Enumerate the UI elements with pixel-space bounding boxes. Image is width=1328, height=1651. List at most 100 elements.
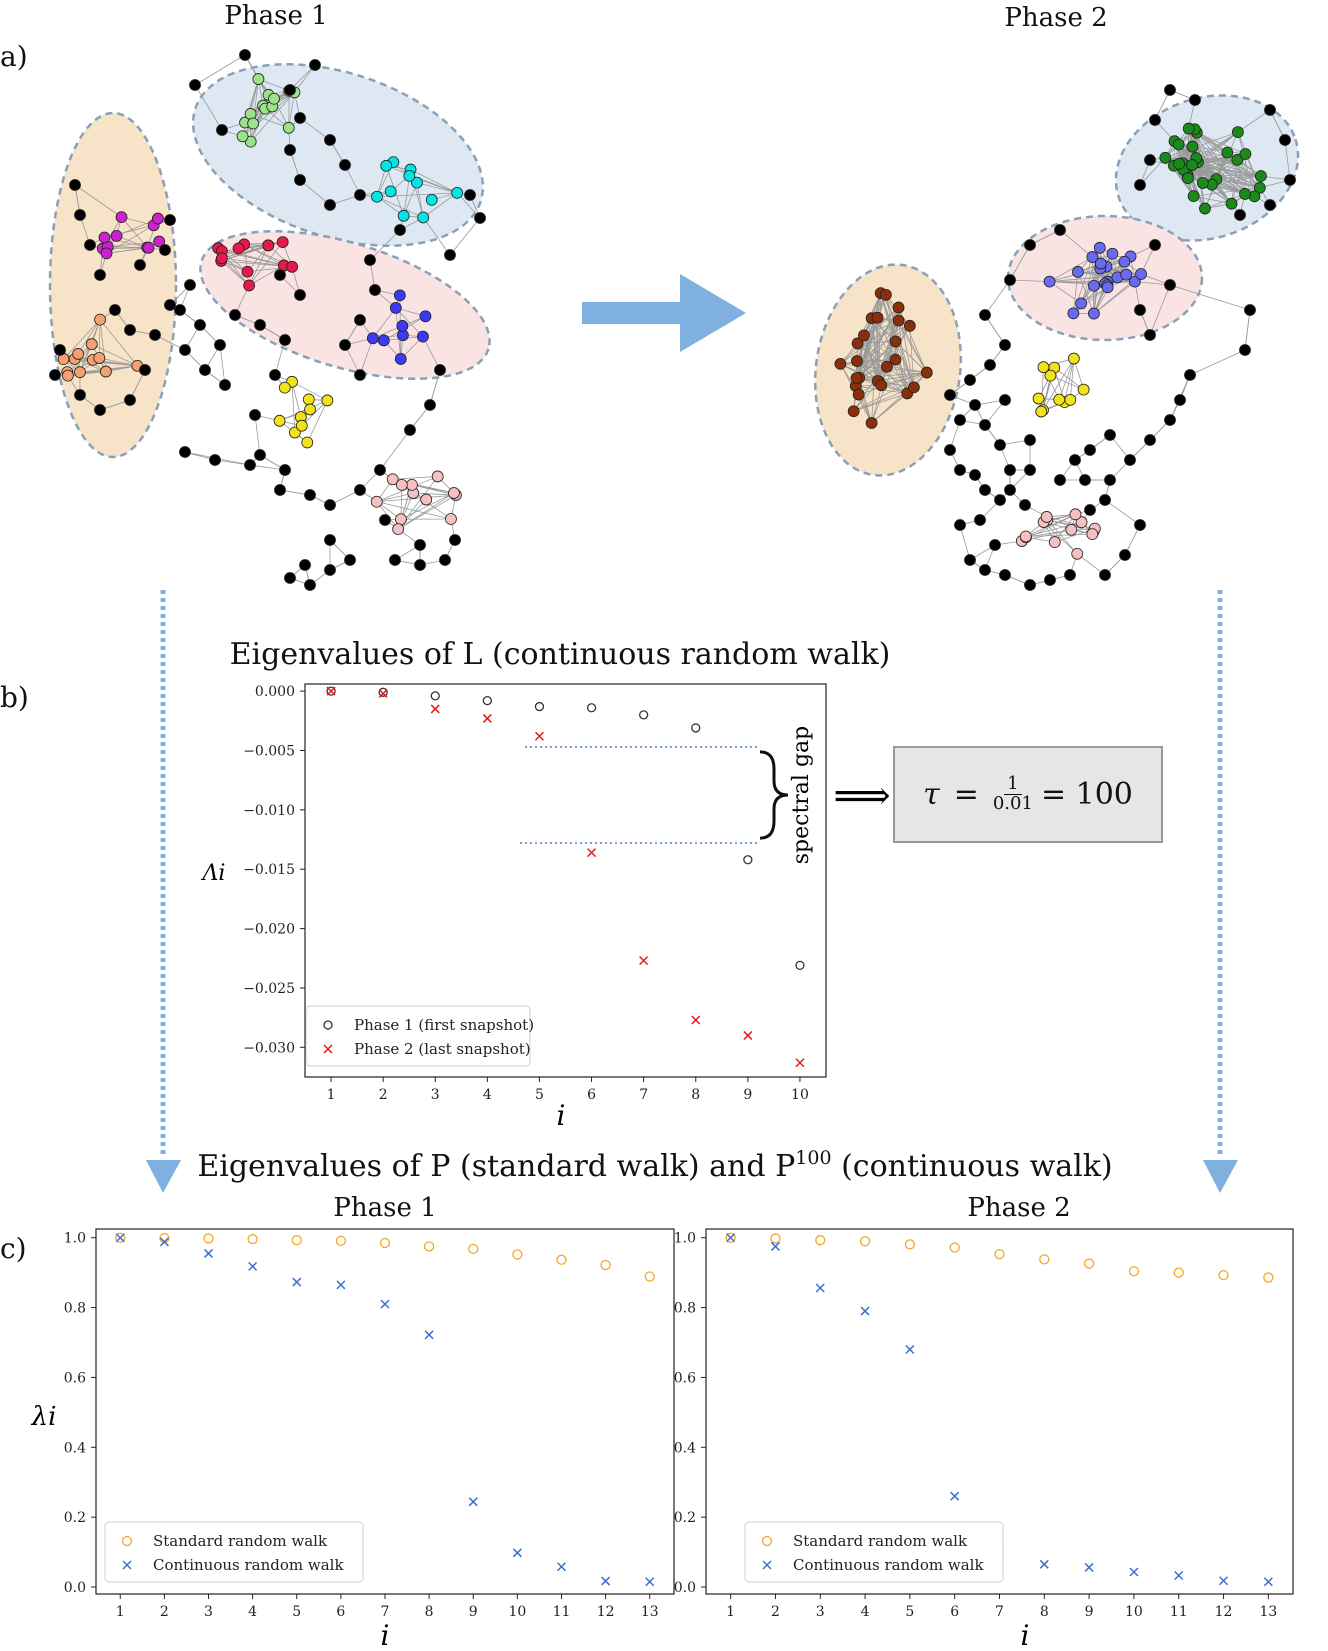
network-node	[394, 224, 406, 236]
network-node	[380, 159, 393, 172]
edge	[369, 229, 401, 261]
data-point-circle	[770, 1233, 781, 1244]
edge	[99, 319, 138, 367]
data-point-circle	[326, 686, 336, 696]
network-node	[1134, 519, 1146, 531]
network-node	[249, 409, 261, 421]
network-node	[94, 269, 106, 281]
network-node	[464, 189, 476, 201]
network-node	[243, 279, 256, 292]
edge	[857, 341, 896, 344]
data-point-circle	[1173, 1267, 1184, 1278]
network-node	[999, 569, 1011, 581]
edge	[1284, 139, 1291, 181]
network-node	[344, 554, 356, 566]
network-node	[109, 304, 121, 316]
network-node	[979, 564, 991, 576]
data-point-cross	[950, 1491, 960, 1501]
edge	[984, 314, 1006, 346]
data-point-cross	[424, 1330, 434, 1340]
chart-c1-title: Phase 1	[333, 1193, 436, 1223]
network-node	[1019, 499, 1031, 511]
network-node	[875, 379, 888, 392]
network-node	[279, 334, 291, 346]
network-node	[404, 424, 416, 436]
chart-b-x-axis: 1 2 3 4 5 6 7 8 9 10	[327, 1077, 809, 1103]
edge	[98, 319, 101, 359]
network-node	[366, 332, 379, 345]
network-node	[124, 394, 136, 406]
x-tick-label: 2	[771, 1604, 780, 1620]
x-tick-label: 1	[327, 1087, 336, 1103]
network-node	[1067, 307, 1080, 320]
edge	[411, 484, 455, 494]
network-node	[1120, 268, 1133, 281]
network-node	[1084, 444, 1096, 456]
network-node	[324, 499, 336, 511]
network-node	[1024, 464, 1036, 476]
data-point-cross	[534, 731, 544, 741]
network-node	[1088, 279, 1100, 292]
edge	[1077, 271, 1095, 314]
spectral-gap-label: spectral gap	[789, 726, 814, 865]
chart-c-suptitle-main: Eigenvalues of P (standard walk) and P	[197, 1149, 795, 1184]
network-node	[215, 252, 228, 265]
edge	[250, 113, 289, 129]
data-point-cross	[326, 686, 336, 696]
network-node	[1043, 275, 1056, 288]
edge	[856, 341, 896, 379]
edge	[416, 182, 424, 218]
y-tick-label: 0.0	[674, 1580, 696, 1596]
network-node	[1079, 474, 1091, 486]
edge	[1204, 131, 1239, 209]
data-point-circle	[691, 723, 701, 733]
edge	[984, 279, 1011, 316]
data-point-circle	[994, 1248, 1005, 1260]
edge	[895, 341, 928, 373]
network-node	[1024, 434, 1036, 446]
network-node	[100, 247, 113, 260]
network-node	[944, 444, 956, 456]
edge	[250, 92, 295, 142]
network-node	[969, 469, 981, 481]
network-node	[416, 330, 429, 343]
x-tick-label: 4	[483, 1087, 492, 1103]
y-tick-label: 0.6	[674, 1370, 696, 1386]
data-point-cross	[482, 713, 492, 723]
data-point-cross	[795, 1058, 805, 1068]
network-node	[1184, 369, 1196, 381]
network-node	[944, 389, 956, 401]
network-node	[244, 135, 257, 148]
network-node	[1264, 199, 1276, 211]
network-node	[189, 79, 201, 91]
edge	[372, 307, 397, 339]
network-node	[1128, 275, 1141, 288]
network-node	[100, 365, 112, 378]
data-point-cross	[203, 1248, 214, 1258]
edge	[1054, 367, 1084, 390]
edge	[1244, 309, 1251, 351]
network-node	[1069, 508, 1082, 521]
data-point-circle	[291, 1235, 302, 1246]
edge	[885, 294, 896, 342]
edge	[1009, 279, 1050, 283]
network-node	[1075, 297, 1088, 310]
network-node	[124, 324, 136, 336]
network-node	[339, 159, 351, 171]
edge	[395, 307, 424, 337]
data-point-circle	[949, 1242, 960, 1253]
network-node	[892, 314, 905, 327]
network-node	[179, 446, 191, 458]
data-point-circle	[534, 701, 545, 712]
network-node	[994, 439, 1006, 451]
data-point-cross	[905, 1344, 915, 1355]
network-node	[1239, 344, 1251, 356]
legend-label: Phase 1 (first snapshot)	[354, 1016, 534, 1034]
data-point-cross	[815, 1283, 825, 1293]
network-node	[72, 348, 85, 360]
y-tick-label: 0.8	[674, 1301, 696, 1317]
network-node	[1104, 474, 1116, 486]
network-node	[1101, 281, 1114, 294]
edge	[858, 372, 927, 395]
network-node	[1104, 429, 1116, 441]
